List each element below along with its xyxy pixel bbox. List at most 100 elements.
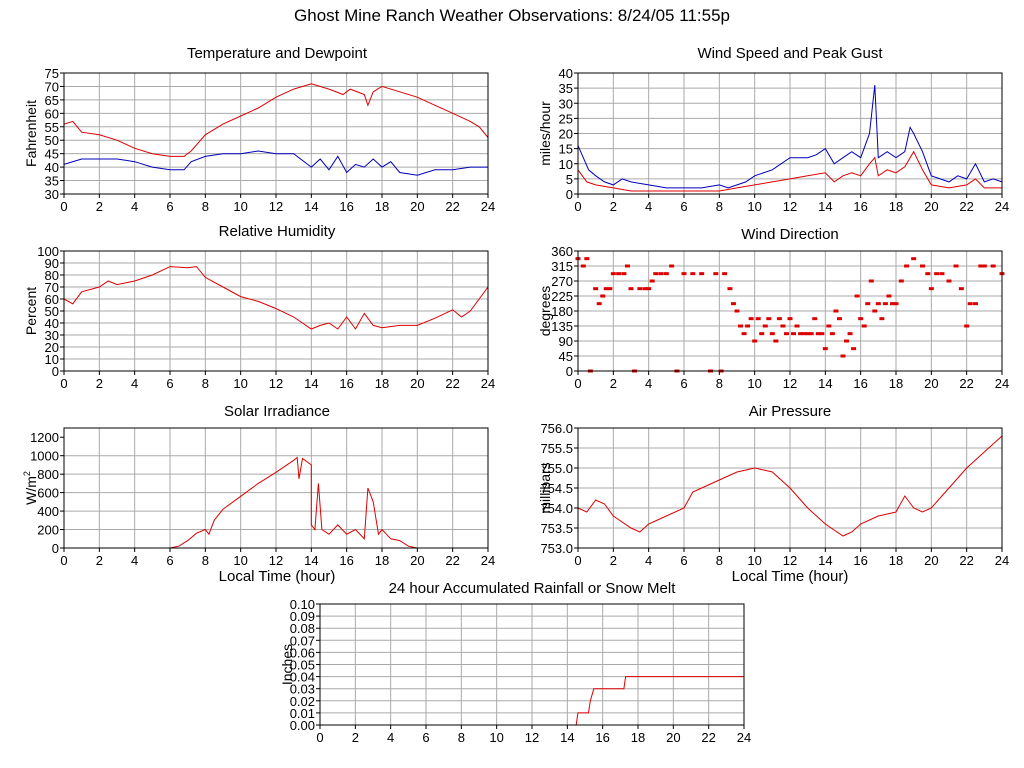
data-point <box>847 332 853 336</box>
chart-temp: Temperature and Dewpoint3035404550556065… <box>23 45 495 214</box>
data-point <box>603 287 609 291</box>
x-tick-label: 18 <box>889 376 903 391</box>
chart-title: Wind Speed and Peak Gust <box>697 45 883 62</box>
x-tick-label: 14 <box>304 376 318 391</box>
data-point <box>787 317 793 321</box>
y-tick-label: 270 <box>551 274 573 289</box>
data-point <box>925 272 931 276</box>
data-point <box>858 317 864 321</box>
x-tick-label: 2 <box>96 376 103 391</box>
data-point <box>593 287 599 291</box>
data-point <box>748 317 754 321</box>
x-tick-label: 2 <box>96 553 103 568</box>
data-point <box>607 287 613 291</box>
x-axis-label: Local Time (hour) <box>219 568 336 585</box>
y-tick-label: 0.04 <box>290 670 315 685</box>
series-line-1 <box>64 456 488 549</box>
x-tick-label: 20 <box>410 376 424 391</box>
x-tick-label: 20 <box>410 199 424 214</box>
x-tick-label: 2 <box>352 730 359 745</box>
data-point <box>610 272 616 276</box>
data-point <box>898 279 904 283</box>
y-tick-label: 0.03 <box>290 682 315 697</box>
x-tick-label: 8 <box>716 199 723 214</box>
x-tick-label: 6 <box>422 730 429 745</box>
x-tick-label: 16 <box>853 553 867 568</box>
data-point <box>580 264 586 268</box>
y-tick-label: 754.0 <box>540 501 573 516</box>
x-tick-label: 8 <box>458 730 465 745</box>
data-point <box>663 272 669 276</box>
data-point <box>773 339 779 343</box>
x-tick-label: 16 <box>339 376 353 391</box>
y-tick-label: 0 <box>566 187 573 202</box>
y-tick-label: 0.01 <box>290 706 315 721</box>
x-tick-label: 12 <box>783 199 797 214</box>
x-tick-label: 0 <box>574 553 581 568</box>
y-tick-label: 90 <box>45 256 59 271</box>
data-point <box>826 324 832 328</box>
x-tick-label: 4 <box>645 199 652 214</box>
y-tick-label: 40 <box>45 160 59 175</box>
x-tick-label: 16 <box>339 199 353 214</box>
y-axis-label: Inches <box>279 644 295 685</box>
x-tick-label: 10 <box>747 199 761 214</box>
x-tick-label: 2 <box>610 553 617 568</box>
data-point <box>637 287 643 291</box>
data-point <box>829 332 835 336</box>
x-tick-label: 18 <box>375 376 389 391</box>
y-tick-label: 10 <box>45 352 59 367</box>
y-tick-label: 400 <box>37 504 59 519</box>
x-tick-label: 8 <box>202 199 209 214</box>
data-point <box>766 317 772 321</box>
y-tick-label: 45 <box>45 147 59 162</box>
x-tick-label: 8 <box>716 553 723 568</box>
y-tick-label: 40 <box>559 66 573 81</box>
x-tick-label: 10 <box>489 730 503 745</box>
data-point <box>780 324 786 328</box>
y-tick-label: 15 <box>559 142 573 157</box>
series-line-2 <box>577 150 1002 192</box>
x-tick-label: 14 <box>818 199 832 214</box>
data-point <box>815 332 821 336</box>
x-tick-label: 14 <box>818 376 832 391</box>
data-point <box>727 287 733 291</box>
y-tick-label: 40 <box>45 316 59 331</box>
x-tick-label: 22 <box>445 376 459 391</box>
y-tick-label: 0.06 <box>290 645 315 660</box>
data-point <box>658 272 664 276</box>
y-tick-label: 60 <box>45 292 59 307</box>
data-point <box>928 287 934 291</box>
data-point <box>911 257 917 261</box>
y-tick-label: 25 <box>559 111 573 126</box>
data-point <box>946 279 952 283</box>
x-tick-label: 6 <box>680 376 687 391</box>
data-point <box>690 272 696 276</box>
data-point <box>861 324 867 328</box>
data-point <box>851 347 857 351</box>
x-axis-label: Local Time (hour) <box>732 568 849 585</box>
data-point <box>964 324 970 328</box>
x-tick-label: 22 <box>445 553 459 568</box>
x-tick-label: 0 <box>60 199 67 214</box>
y-tick-label: 0.08 <box>290 621 315 636</box>
data-point <box>812 317 818 321</box>
y-tick-label: 0.07 <box>290 633 315 648</box>
x-tick-label: 24 <box>995 553 1009 568</box>
data-point <box>653 272 659 276</box>
data-point <box>646 287 652 291</box>
x-tick-label: 20 <box>410 553 424 568</box>
y-tick-label: 50 <box>45 304 59 319</box>
x-tick-label: 22 <box>959 376 973 391</box>
data-point <box>600 294 606 298</box>
data-point <box>584 257 590 261</box>
x-tick-label: 22 <box>445 199 459 214</box>
x-tick-label: 24 <box>737 730 751 745</box>
y-tick-label: 0 <box>52 364 59 379</box>
y-tick-label: 0.10 <box>290 597 315 612</box>
data-point <box>833 309 839 313</box>
x-tick-label: 10 <box>233 553 247 568</box>
x-tick-label: 16 <box>339 553 353 568</box>
